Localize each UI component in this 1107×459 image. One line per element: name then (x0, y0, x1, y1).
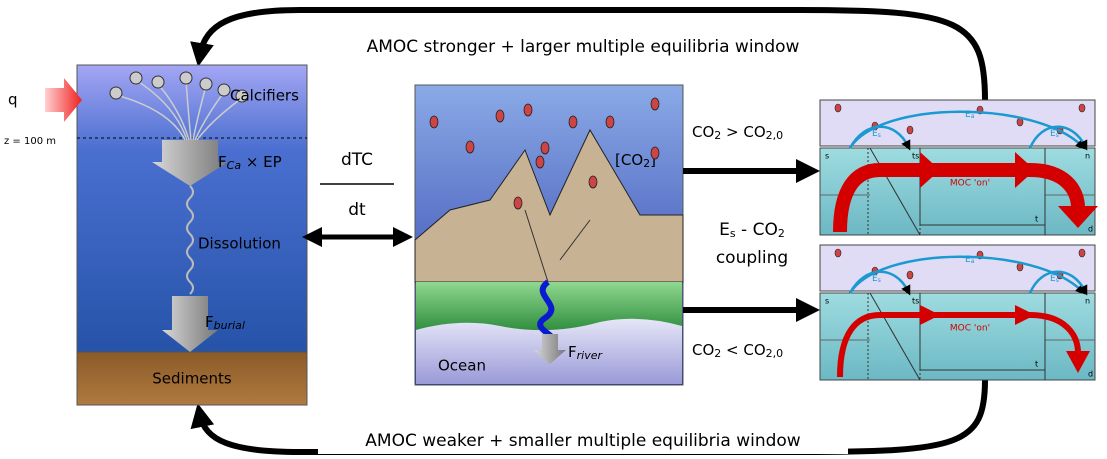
river-arrow (534, 334, 566, 364)
dissolution-label: Dissolution (198, 235, 281, 253)
export-label: FCa × EP (218, 153, 282, 173)
coupling-line2: coupling (716, 248, 788, 268)
co2-molecule (1078, 103, 1086, 113)
exchange-denominator: dt (348, 200, 366, 220)
ea-label-base: E (965, 110, 971, 120)
box-label: t (1035, 360, 1038, 369)
sediments-label: Sediments (152, 370, 232, 388)
es-label: Es (872, 129, 881, 139)
co2-label: [CO2] (615, 151, 656, 171)
co2-molecule (834, 248, 842, 258)
es-label: Es (872, 274, 881, 284)
river-label: Friver (568, 343, 603, 363)
moc-head (920, 152, 940, 188)
box-label: d (1088, 225, 1093, 234)
co2-molecule (906, 125, 914, 135)
es-arc (1028, 270, 1088, 296)
moc-head (920, 305, 940, 325)
moc-head (1058, 206, 1098, 228)
atmosphere-box (819, 99, 1096, 147)
forcing-arrow (45, 78, 82, 122)
ea-label-base: E (965, 255, 971, 265)
es-arc (848, 270, 911, 296)
label-bg (318, 428, 848, 454)
moc-label: MOC 'on' (950, 324, 990, 334)
calcifiers-label: Calcifiers (230, 87, 299, 105)
ocean-box (819, 147, 1096, 236)
co2-molecules (429, 97, 660, 210)
box-label: s (825, 152, 829, 161)
burial-arrow (162, 296, 218, 352)
atmosphere-box (819, 244, 1096, 292)
es-label-sub: s (878, 277, 881, 284)
label-bg (318, 34, 848, 60)
box-label: n (1085, 152, 1090, 161)
ea-label: Ea (965, 255, 975, 265)
box-label: n (1085, 297, 1090, 306)
condition-high: CO2 > CO2,0 (692, 123, 783, 143)
ridges (524, 209, 591, 283)
moc-head (1015, 305, 1035, 325)
moc-head (1015, 152, 1035, 188)
sediments (76, 351, 308, 406)
es-arc (1028, 125, 1088, 151)
feedback-arrow-top (190, 7, 988, 101)
es-label-base: E (872, 274, 878, 284)
es-label-sub: s (1056, 277, 1059, 284)
ea-arc (848, 110, 1086, 150)
co2-molecule (906, 270, 914, 280)
ocean-label: Ocean (438, 357, 486, 375)
es-label-base: E (1050, 129, 1056, 139)
export-arrow (152, 140, 228, 186)
es-label-sub: s (1056, 132, 1059, 139)
es-label: Es (1050, 129, 1059, 139)
ocean-box (819, 292, 1096, 381)
box-line (919, 293, 1046, 371)
moc-arrow (833, 163, 1085, 233)
box-line (869, 292, 921, 381)
box-label: d (1088, 370, 1093, 379)
co2-molecule (1078, 248, 1086, 258)
forcing-label: q (8, 91, 18, 109)
box-line (869, 147, 921, 236)
river (537, 279, 556, 342)
es-label: Es (1050, 274, 1059, 284)
ea-label-sub: a (971, 113, 975, 120)
box-label: ts (912, 297, 919, 306)
burial-label: Fburial (205, 313, 245, 333)
es-arc (848, 125, 911, 151)
box-label: s (825, 297, 829, 306)
moc-label: MOC 'on' (950, 179, 990, 189)
feedback-top: AMOC stronger + larger multiple equilibr… (367, 37, 800, 57)
ea-label-sub: a (971, 258, 975, 265)
ea-label: Ea (965, 110, 975, 120)
calcifier-lines (115, 79, 243, 141)
es-label-sub: s (878, 132, 881, 139)
box-label: t (1035, 215, 1038, 224)
box-label: ts (912, 152, 919, 161)
sinking-path (186, 185, 194, 295)
moc-arrow (837, 312, 1081, 378)
moc-head (1066, 351, 1090, 373)
feedback-bottom: AMOC weaker + smaller multiple equilibri… (365, 431, 801, 451)
co2-molecule (834, 103, 842, 113)
depth-label: z = 100 m (4, 136, 56, 147)
calcifiers (109, 71, 249, 103)
condition-low: CO2 < CO2,0 (692, 341, 783, 361)
es-label-base: E (872, 129, 878, 139)
ea-arc (848, 255, 1086, 295)
exchange-numerator: dTC (341, 150, 373, 170)
es-label-base: E (1050, 274, 1056, 284)
coupling-line1: Es - CO2 (719, 220, 785, 240)
